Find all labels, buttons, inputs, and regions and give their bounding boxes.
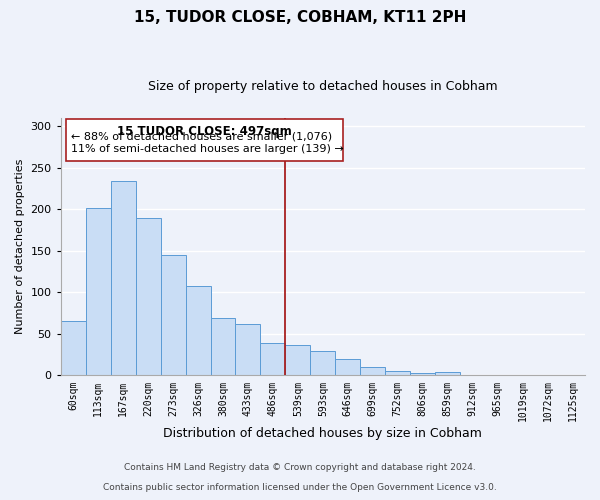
Bar [211, 318, 235, 376]
Bar [485, 374, 510, 376]
Bar [235, 324, 260, 376]
Text: 15, TUDOR CLOSE, COBHAM, KT11 2PH: 15, TUDOR CLOSE, COBHAM, KT11 2PH [134, 10, 466, 25]
Bar [61, 322, 86, 376]
Bar [335, 359, 361, 376]
FancyBboxPatch shape [66, 120, 343, 161]
Bar [136, 218, 161, 376]
Y-axis label: Number of detached properties: Number of detached properties [15, 159, 25, 334]
Text: 15 TUDOR CLOSE: 497sqm: 15 TUDOR CLOSE: 497sqm [117, 126, 292, 138]
Text: Contains HM Land Registry data © Crown copyright and database right 2024.: Contains HM Land Registry data © Crown c… [124, 464, 476, 472]
Text: ← 88% of detached houses are smaller (1,076): ← 88% of detached houses are smaller (1,… [71, 131, 332, 141]
Bar [361, 367, 385, 376]
Bar [410, 373, 435, 376]
Bar [385, 372, 410, 376]
Bar [110, 181, 136, 376]
Bar [435, 372, 460, 376]
Bar [310, 350, 335, 376]
Bar [161, 255, 185, 376]
Text: Contains public sector information licensed under the Open Government Licence v3: Contains public sector information licen… [103, 484, 497, 492]
Bar [260, 343, 286, 376]
Bar [560, 374, 585, 376]
Text: 11% of semi-detached houses are larger (139) →: 11% of semi-detached houses are larger (… [71, 144, 343, 154]
Title: Size of property relative to detached houses in Cobham: Size of property relative to detached ho… [148, 80, 497, 93]
Bar [185, 286, 211, 376]
Bar [460, 374, 485, 376]
X-axis label: Distribution of detached houses by size in Cobham: Distribution of detached houses by size … [163, 427, 482, 440]
Bar [286, 344, 310, 376]
Bar [86, 208, 110, 376]
